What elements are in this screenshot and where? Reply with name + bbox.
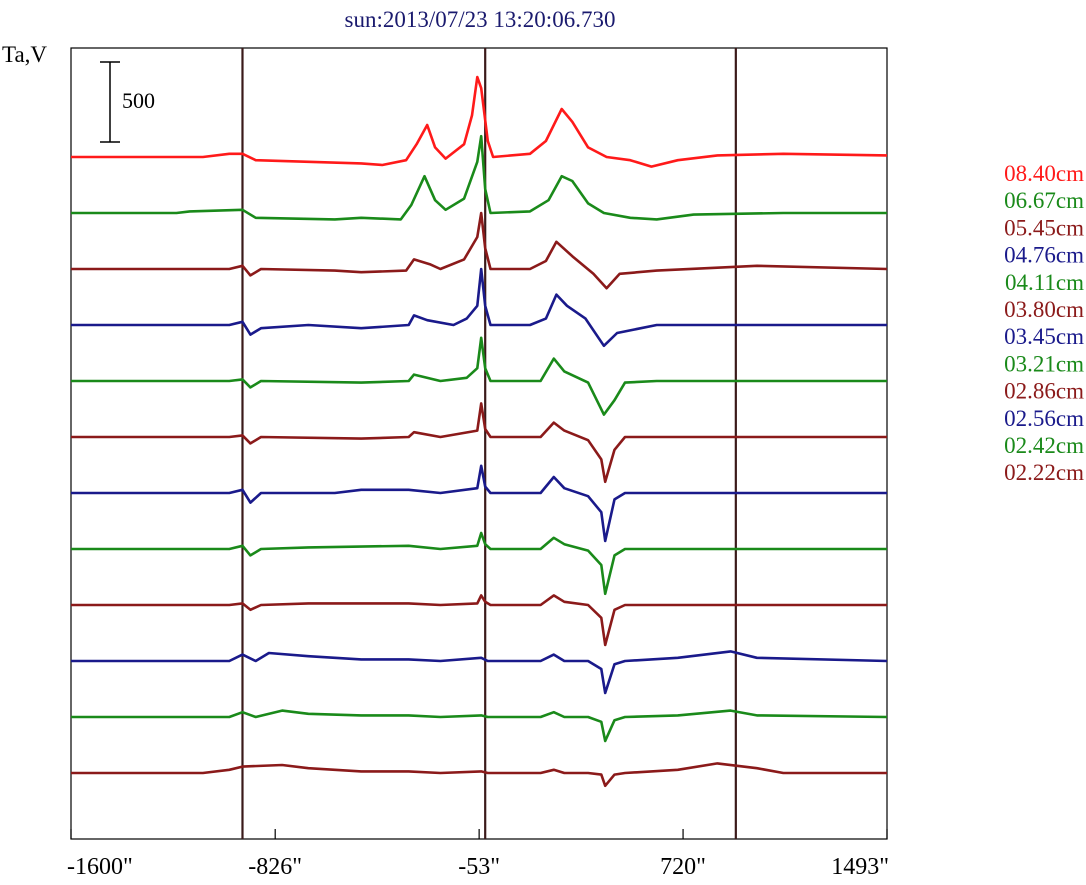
legend-entry-10: 02.42cm bbox=[1004, 433, 1084, 458]
legend-entry-3: 04.76cm bbox=[1004, 243, 1084, 268]
trace-line-2 bbox=[71, 211, 888, 290]
scale-bar: 500 bbox=[100, 61, 155, 143]
legend-entry-5: 03.80cm bbox=[1004, 297, 1084, 322]
legend-entry-11: 02.22cm bbox=[1004, 460, 1084, 485]
x-axis-ticks: -1600" -826" -53" 720" 1493" bbox=[67, 829, 889, 880]
trace-series bbox=[71, 75, 888, 788]
trace-line-11 bbox=[71, 762, 887, 788]
chart-title: sun:2013/07/23 13:20:06.730 bbox=[345, 7, 616, 32]
legend-entry-7: 03.21cm bbox=[1004, 351, 1084, 376]
trace-line-9 bbox=[71, 650, 888, 695]
plot-frame bbox=[70, 47, 888, 840]
x-tick-label-2: -53" bbox=[458, 854, 500, 880]
trace-line-3 bbox=[71, 267, 887, 348]
legend-entry-4: 04.11cm bbox=[1005, 270, 1084, 295]
trace-line-0 bbox=[71, 75, 888, 168]
legend-entry-1: 06.67cm bbox=[1004, 188, 1084, 213]
legend-entry-6: 03.45cm bbox=[1004, 324, 1084, 349]
x-tick-label-3: 720" bbox=[660, 854, 706, 880]
trace-line-10 bbox=[71, 709, 888, 743]
legend-entry-0: 08.40cm bbox=[1004, 161, 1084, 186]
legend-entry-8: 02.86cm bbox=[1004, 379, 1084, 404]
legend-entry-9: 02.56cm bbox=[1004, 406, 1084, 431]
vertical-markers bbox=[241, 48, 737, 839]
x-tick-label-1: -826" bbox=[248, 854, 302, 880]
trace-line-4 bbox=[71, 336, 887, 416]
x-tick-label-4: 1493" bbox=[831, 854, 889, 880]
trace-line-1 bbox=[71, 134, 887, 221]
scale-bar-label: 500 bbox=[122, 88, 155, 113]
trace-line-8 bbox=[71, 594, 887, 647]
trace-line-6 bbox=[71, 464, 887, 543]
x-tick-label-0: -1600" bbox=[67, 854, 133, 880]
trace-line-5 bbox=[71, 402, 887, 484]
trace-line-7 bbox=[71, 531, 887, 596]
y-axis-label: Ta,V bbox=[2, 42, 47, 67]
legend-entry-2: 05.45cm bbox=[1004, 215, 1084, 240]
